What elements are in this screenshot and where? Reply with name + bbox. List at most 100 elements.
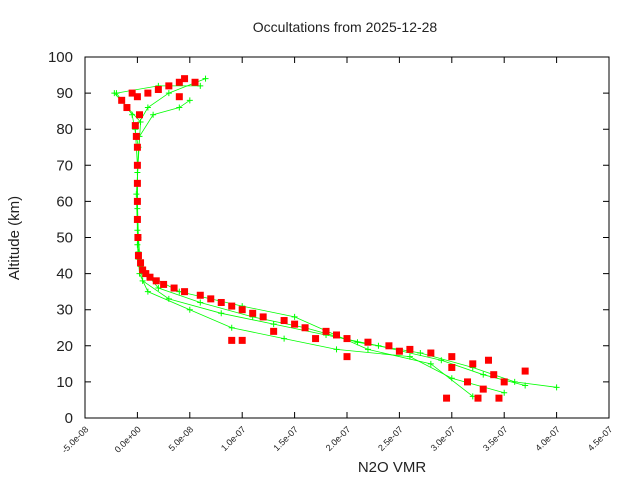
plus-point <box>134 241 141 248</box>
x-tick-label: 2.5e-07 <box>376 424 405 453</box>
plus-point <box>501 389 508 396</box>
y-tick-label: 10 <box>56 374 73 391</box>
square-point <box>181 288 189 296</box>
y-axis-label: Altitude (km) <box>6 196 23 280</box>
square-point <box>181 75 189 83</box>
square-point <box>191 78 199 86</box>
plot-frame <box>84 56 610 419</box>
y-tick-label: 60 <box>56 193 73 210</box>
square-point <box>137 259 145 267</box>
plus-point <box>364 346 371 353</box>
square-point <box>134 252 142 260</box>
plus-point <box>202 75 209 82</box>
plus-point <box>155 285 162 292</box>
square-point <box>165 82 173 90</box>
square-point <box>134 234 142 241</box>
profile-line-2 <box>136 99 505 394</box>
plus-point <box>111 90 118 97</box>
plus-point <box>228 324 235 331</box>
plus-point <box>291 313 298 320</box>
square-point <box>196 291 204 299</box>
y-tick-label: 0 <box>65 410 73 427</box>
square-point <box>385 342 393 350</box>
plus-point <box>186 306 193 313</box>
square-point <box>474 394 482 402</box>
x-tick-label: 5.0e-08 <box>167 424 196 453</box>
plus-point <box>270 321 277 328</box>
square-point <box>118 96 126 104</box>
x-tick-label: 4.0e-07 <box>533 424 562 453</box>
x-tick-label: 2.0e-07 <box>324 424 353 453</box>
square-point <box>469 360 477 368</box>
y-tick-label: 20 <box>56 338 73 355</box>
square-point <box>133 197 141 205</box>
square-point <box>238 336 246 344</box>
square-point <box>152 277 160 285</box>
plus-point <box>197 299 204 306</box>
square-point <box>484 356 492 364</box>
square-point <box>291 320 299 328</box>
square-point <box>464 378 472 386</box>
square-point <box>128 89 136 97</box>
square-point <box>132 132 140 140</box>
plus-point <box>375 342 382 349</box>
y-tick-label: 70 <box>56 157 73 174</box>
y-tick-label: 90 <box>56 85 73 102</box>
plus-point <box>480 371 487 378</box>
plus-point <box>197 82 204 89</box>
plus-point <box>333 346 340 353</box>
plus-point <box>137 118 144 125</box>
x-tick-label: 1.5e-07 <box>271 424 300 453</box>
x-tick-label: 0.0e+00 <box>113 424 143 454</box>
plus-point <box>176 104 183 111</box>
plus-point <box>144 104 151 111</box>
square-point <box>133 179 141 187</box>
square-point <box>133 143 141 151</box>
square-point <box>175 93 183 101</box>
plus-point <box>144 288 151 295</box>
square-point <box>312 335 320 343</box>
square-point <box>500 378 508 386</box>
plus-point <box>150 111 157 118</box>
square-point <box>301 324 309 332</box>
square-point <box>207 295 215 303</box>
square-point <box>133 93 141 101</box>
square-point <box>154 85 162 93</box>
plus-point <box>281 335 288 342</box>
square-point <box>160 280 168 288</box>
square-point <box>144 89 152 97</box>
square-point <box>146 273 154 281</box>
x-tick-label: 3.0e-07 <box>429 424 458 453</box>
plus-point <box>522 382 529 389</box>
square-point <box>495 394 503 402</box>
plus-point <box>133 191 140 198</box>
square-point <box>364 338 372 346</box>
square-point <box>322 327 330 335</box>
square-point <box>238 306 246 314</box>
square-point <box>343 353 351 361</box>
plus-point <box>134 205 141 212</box>
square-point <box>343 335 351 343</box>
x-tick-label: -5.0e-08 <box>60 424 91 455</box>
square-point <box>448 363 456 371</box>
square-point <box>259 313 267 321</box>
x-tick-label: 1.0e-07 <box>219 424 248 453</box>
square-point <box>217 298 225 306</box>
square-point <box>521 367 529 375</box>
square-point <box>280 317 288 325</box>
y-tick-label: 30 <box>56 302 73 319</box>
square-point <box>170 284 178 292</box>
plus-point <box>553 384 560 391</box>
square-point <box>228 302 236 310</box>
x-tick-label: 4.5e-07 <box>586 424 615 453</box>
y-tick-label: 100 <box>48 49 73 66</box>
square-point <box>142 270 150 278</box>
x-axis-label: N2O VMR <box>358 459 427 476</box>
y-tick-label: 40 <box>56 266 73 283</box>
plus-point <box>427 360 434 367</box>
profile-line-1 <box>115 85 526 386</box>
square-point <box>427 349 435 357</box>
square-point <box>249 309 257 317</box>
